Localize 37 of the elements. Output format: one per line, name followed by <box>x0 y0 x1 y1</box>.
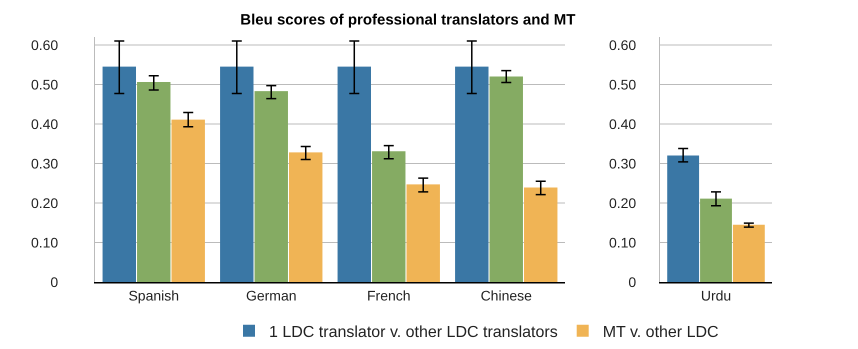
y-tick-label: 0 <box>50 274 58 290</box>
y-tick-label: 0.40 <box>30 116 58 132</box>
bar <box>406 184 440 282</box>
y-tick-label: 0.50 <box>608 76 636 92</box>
y-tick-label: 0.10 <box>608 234 636 250</box>
y-tick-label: 0.20 <box>30 194 58 211</box>
y-tick-label: 0.50 <box>30 76 58 92</box>
bar <box>455 66 489 282</box>
bar <box>700 198 732 282</box>
x-tick-label: Urdu <box>700 287 732 304</box>
y-tick-label: 0.30 <box>30 155 58 172</box>
bar <box>172 120 205 282</box>
bar <box>524 188 558 282</box>
bar <box>220 66 254 282</box>
x-tick-label: French <box>366 287 411 304</box>
x-tick-label: German <box>246 287 297 304</box>
y-tick-label: 0.30 <box>608 155 636 172</box>
legend-label: MT v. other LDC <box>602 324 719 341</box>
bar <box>254 91 288 282</box>
y-tick-label: 0.20 <box>608 194 636 211</box>
chart-title: Bleu scores of professional translators and MT <box>240 11 576 28</box>
y-tick-label: 0.60 <box>30 36 58 53</box>
x-tick-label: Spanish <box>128 287 180 304</box>
bar <box>667 156 700 282</box>
bar <box>372 151 406 282</box>
bar <box>137 82 170 282</box>
y-tick-label: 0 <box>628 274 636 290</box>
x-tick-label: Chinese <box>480 287 532 304</box>
bar <box>338 66 371 282</box>
legend-label: 1 LDC translator v. other LDC translators <box>269 324 558 341</box>
y-tick-label: 0.40 <box>608 116 636 132</box>
bar <box>490 76 523 282</box>
bar <box>732 224 765 282</box>
y-tick-label: 0.10 <box>30 234 58 250</box>
bar <box>289 152 322 282</box>
y-tick-label: 0.60 <box>608 36 636 53</box>
bar <box>102 66 136 282</box>
